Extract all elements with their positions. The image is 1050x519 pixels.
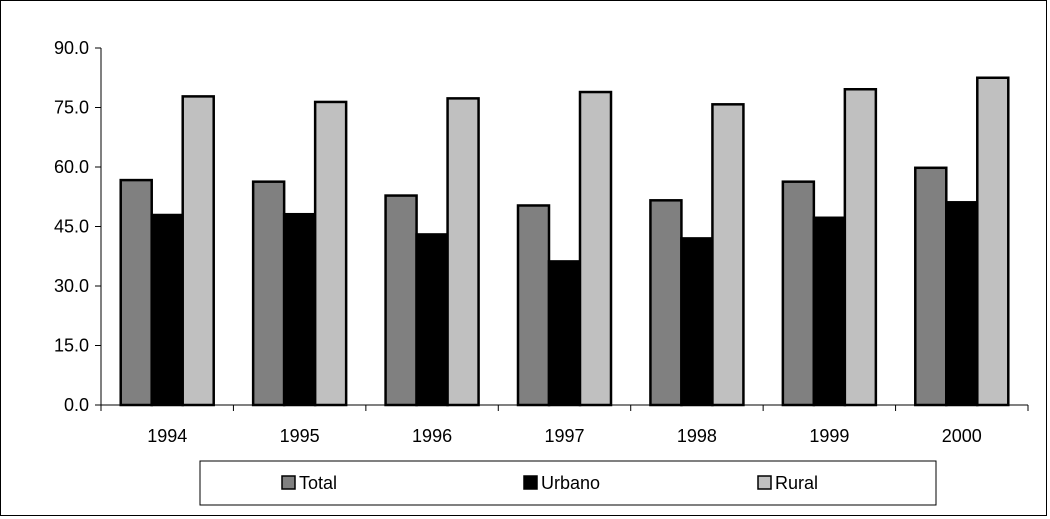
y-tick-label: 90.0 <box>54 38 89 58</box>
bar-rural-1995 <box>313 100 348 407</box>
bar-urbano-1999 <box>812 216 847 407</box>
bar-urbano-1997 <box>547 260 582 407</box>
tick-labels: 0.0 15.0 30.0 45.0 60.0 75.0 90.0 1994 1995 1996 1… <box>54 38 982 446</box>
bar-total-1997 <box>516 204 551 407</box>
x-tick-label: 1998 <box>677 426 717 446</box>
x-tick-label: 1995 <box>280 426 320 446</box>
legend-label-rural: Rural <box>775 473 818 493</box>
bar-rural-1998 <box>711 103 745 407</box>
x-tick-label: 1994 <box>147 426 187 446</box>
legend-label-urbano: Urbano <box>541 473 600 493</box>
bars <box>119 76 1010 407</box>
bar-total-2000 <box>914 166 948 407</box>
x-tick-label: 1997 <box>544 426 584 446</box>
bar-total-1994 <box>119 178 153 407</box>
legend-swatch-rural <box>757 475 772 490</box>
x-tick-label: 2000 <box>942 426 982 446</box>
bar-rural-1994 <box>181 95 215 407</box>
legend-label-total: Total <box>299 473 337 493</box>
y-tick-label: 75.0 <box>54 98 89 118</box>
bar-total-1995 <box>251 180 286 407</box>
bar-total-1996 <box>384 194 418 407</box>
x-tick-label: 1999 <box>809 426 849 446</box>
bar-urbano-1995 <box>282 212 317 407</box>
bar-total-1999 <box>781 180 816 407</box>
legend-swatch-urbano <box>523 475 538 490</box>
bar-rural-1996 <box>446 97 480 407</box>
y-tick-label: 15.0 <box>54 336 89 356</box>
legend-swatch-total <box>281 475 296 490</box>
legend: Total Urbano Rural <box>199 460 937 506</box>
bar-urbano-1996 <box>415 233 449 407</box>
bar-urbano-2000 <box>945 201 979 407</box>
y-tick-label: 60.0 <box>54 157 89 177</box>
bar-rural-1997 <box>578 90 613 407</box>
bar-rural-2000 <box>976 76 1010 407</box>
y-tick-label: 30.0 <box>54 276 89 296</box>
bar-urbano-1994 <box>150 213 184 407</box>
y-tick-label: 0.0 <box>64 395 89 415</box>
bar-total-1998 <box>649 199 683 407</box>
bar-rural-1999 <box>843 88 878 407</box>
legend-box <box>199 460 937 506</box>
x-tick-label: 1996 <box>412 426 452 446</box>
bar-urbano-1998 <box>680 237 714 407</box>
y-tick-label: 45.0 <box>54 217 89 237</box>
